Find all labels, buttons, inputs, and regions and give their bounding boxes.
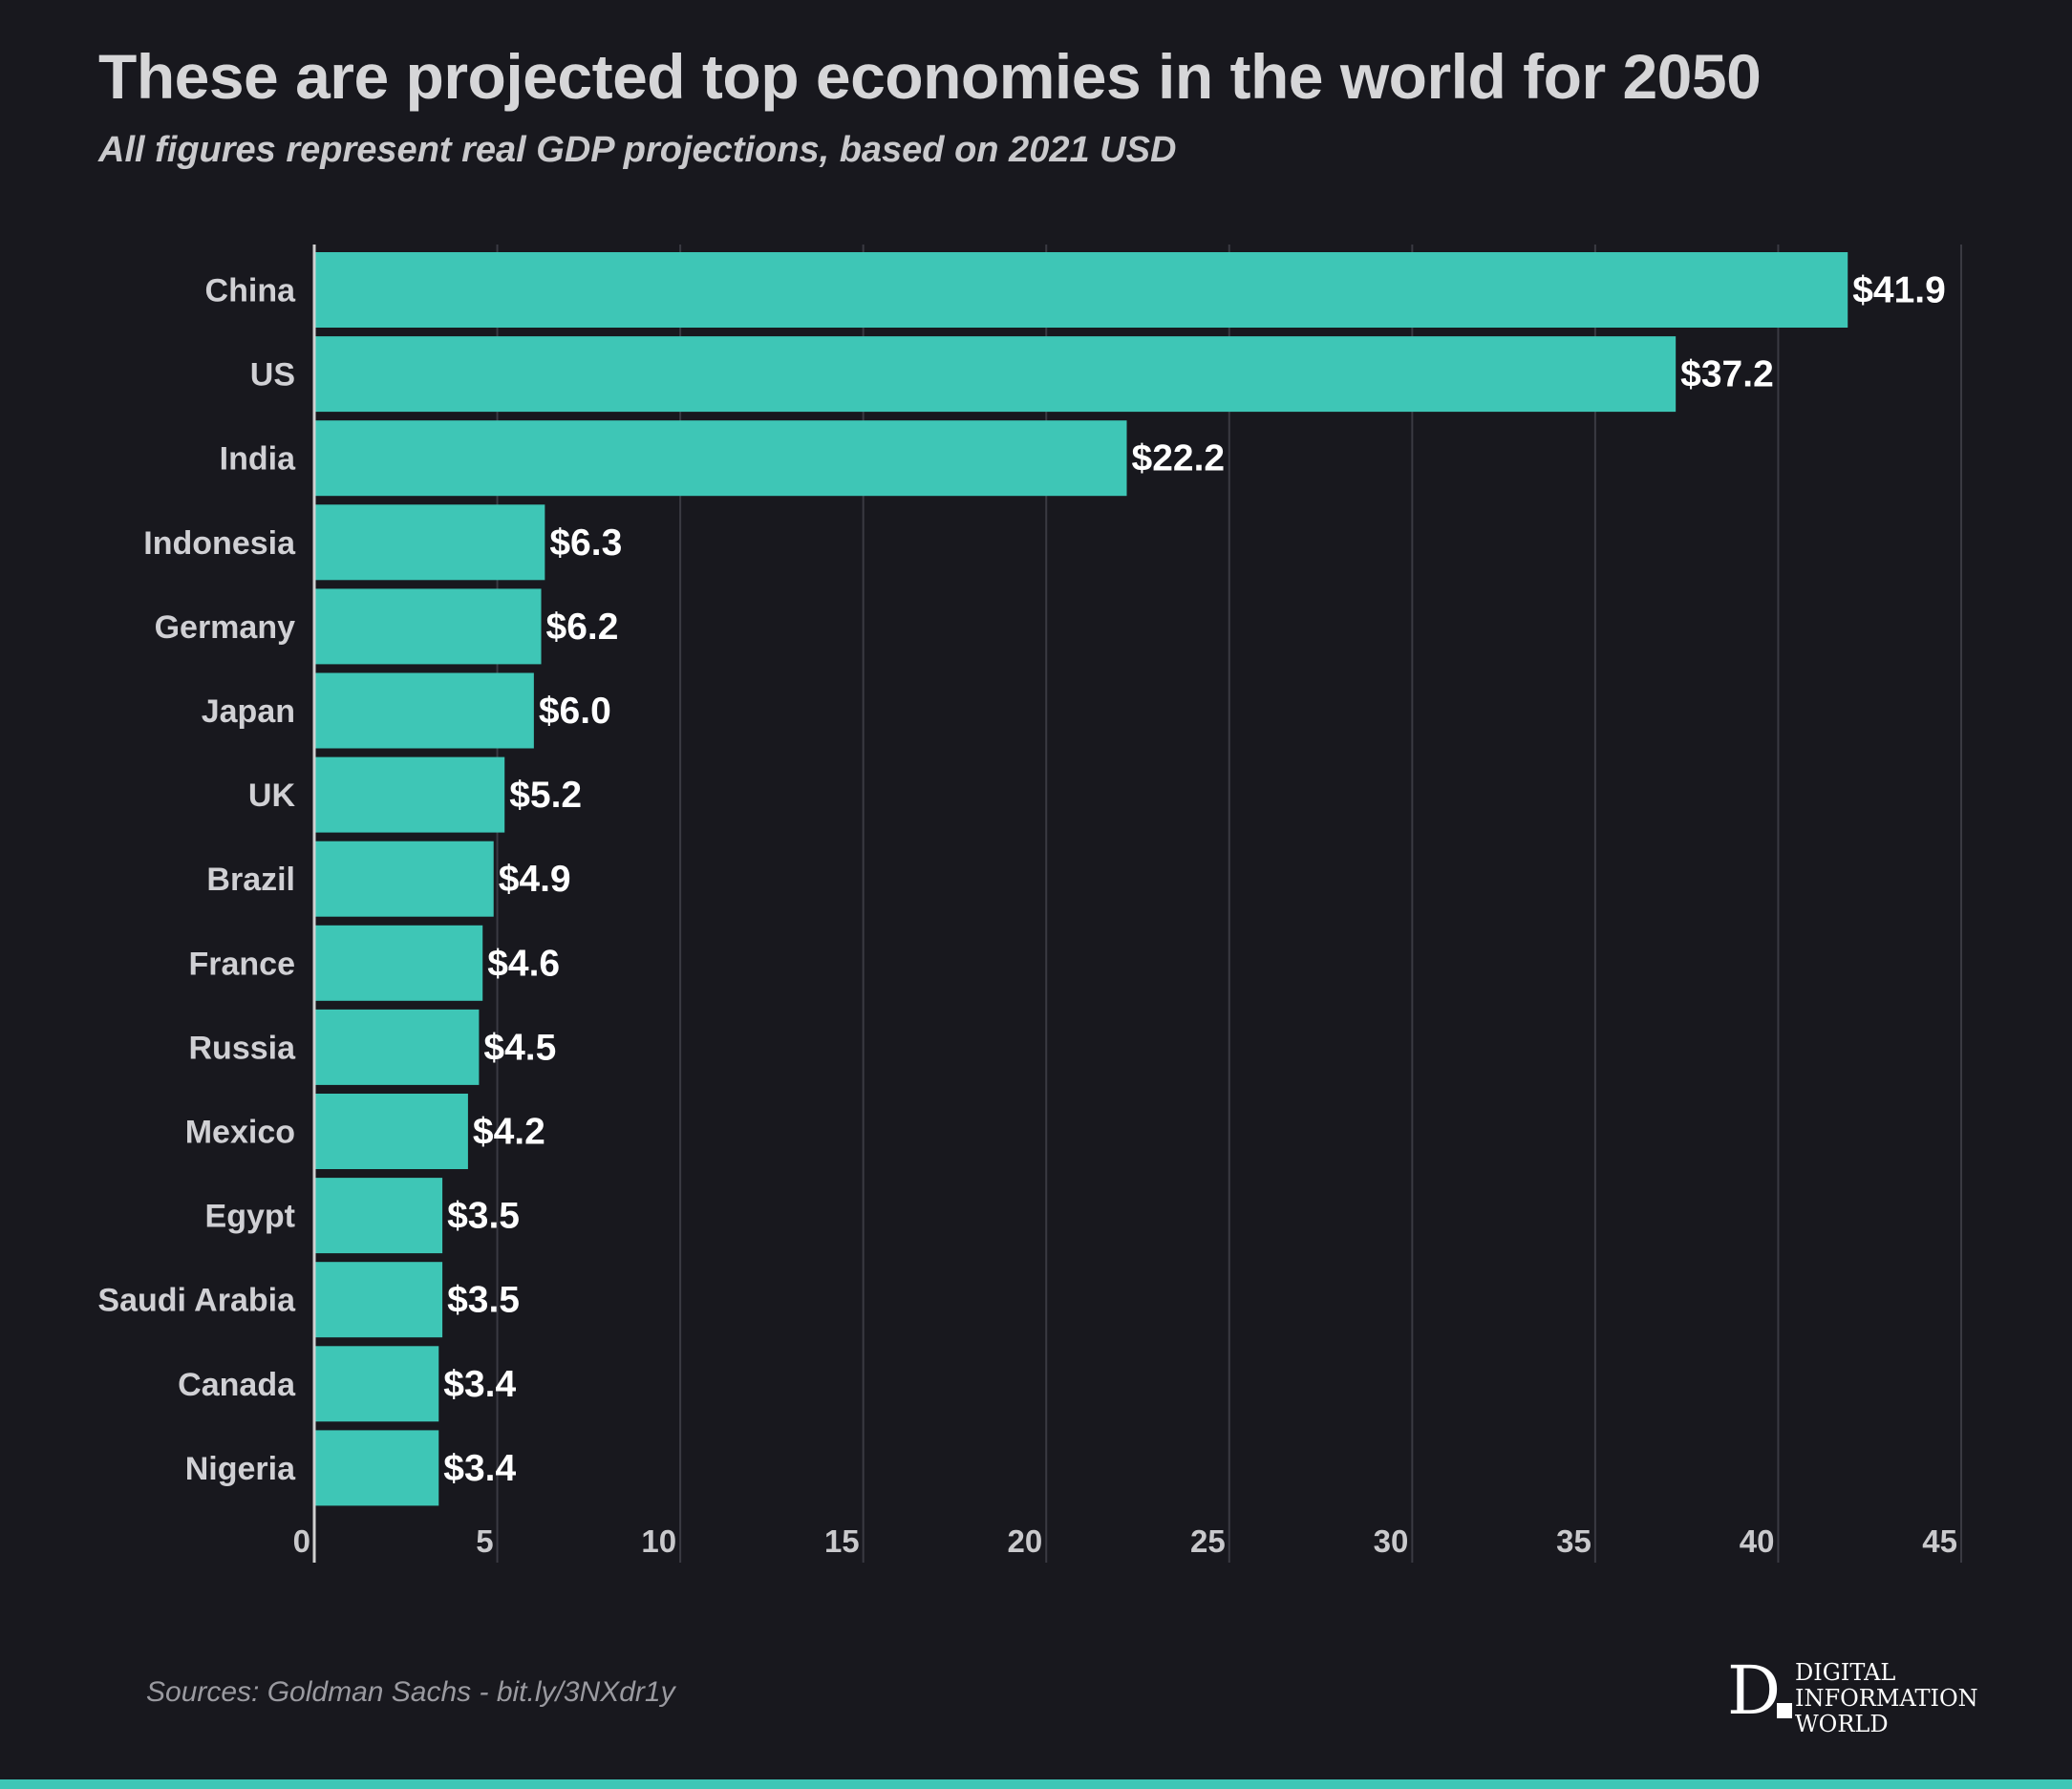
value-label: $41.9 (1852, 270, 1946, 311)
logo-line-1: DIGITAL (1795, 1659, 1896, 1686)
chart-title: These are projected top economies in the… (98, 41, 1762, 112)
x-tick-label: 30 (1374, 1523, 1409, 1559)
bar (314, 336, 1677, 413)
bar (314, 925, 483, 1001)
value-labels: $41.9 $37.2 $22.2 $6.3 $6.2 $6.0 $5.2 $4.9 $4.6 $… (443, 270, 1946, 1489)
x-tick-label: 15 (824, 1523, 860, 1559)
brand-logo: D DIGITAL INFORMATION WORLD (1727, 1657, 1978, 1737)
logo-letter: D (1727, 1651, 1782, 1730)
bar (314, 1346, 439, 1422)
category-label: Nigeria (185, 1451, 296, 1487)
logo-square-icon (1777, 1703, 1792, 1718)
bar-chart: China US India Indonesia Germany Japan UK Brazi… (97, 245, 1962, 1563)
bar (314, 1430, 439, 1506)
bar (314, 1178, 443, 1254)
bar (314, 504, 545, 581)
value-label: $22.2 (1132, 438, 1226, 479)
logo-line-3: WORLD (1795, 1711, 1889, 1737)
value-label: $6.0 (539, 691, 611, 732)
value-label: $3.4 (443, 1364, 516, 1405)
value-label: $6.3 (549, 522, 622, 564)
value-label: $3.5 (447, 1280, 520, 1321)
value-label: $3.5 (447, 1196, 520, 1237)
category-label: Mexico (185, 1115, 295, 1151)
value-label: $37.2 (1680, 354, 1774, 395)
category-label: Canada (178, 1367, 296, 1403)
value-label: $4.9 (499, 859, 571, 900)
category-label: France (189, 946, 296, 982)
category-label: China (205, 273, 297, 309)
value-label: $5.2 (509, 775, 582, 816)
category-label: UK (248, 777, 296, 814)
x-tick-label: 40 (1740, 1523, 1775, 1559)
category-label: Indonesia (143, 525, 296, 562)
x-tick-label: 45 (1922, 1523, 1957, 1559)
value-label: $4.2 (473, 1112, 545, 1153)
x-tick-label: 10 (641, 1523, 676, 1559)
x-tick-label: 5 (476, 1523, 493, 1559)
value-label: $6.2 (546, 607, 619, 648)
category-labels: China US India Indonesia Germany Japan UK Brazi… (97, 273, 296, 1487)
x-tick-label: 0 (293, 1523, 310, 1559)
bar (314, 1262, 443, 1338)
bars (314, 252, 1848, 1506)
bar (314, 756, 505, 833)
bar (314, 1094, 468, 1169)
logo-d-icon: D (1727, 1657, 1794, 1724)
category-label: India (220, 441, 296, 478)
bar (314, 672, 534, 749)
category-label: Japan (202, 693, 295, 730)
bar (314, 841, 494, 917)
category-label: Russia (189, 1030, 297, 1066)
value-label: $3.4 (443, 1448, 516, 1489)
category-label: Germany (155, 609, 295, 646)
category-label: Saudi Arabia (97, 1283, 296, 1319)
category-label: Brazil (206, 862, 295, 898)
x-tick-label: 35 (1556, 1523, 1591, 1559)
x-tick-label: 20 (1008, 1523, 1043, 1559)
bar (314, 588, 542, 665)
value-label: $4.5 (483, 1027, 556, 1068)
value-label: $4.6 (487, 943, 560, 984)
chart-subtitle: All figures represent real GDP projectio… (98, 130, 1177, 170)
bar (314, 1009, 480, 1085)
bar (314, 420, 1127, 497)
x-tick-label: 25 (1190, 1523, 1226, 1559)
logo-wordmark: DIGITAL INFORMATION WORLD (1795, 1660, 1978, 1737)
source-note: Sources: Goldman Sachs - bit.ly/3NXdr1y (146, 1676, 675, 1708)
bottom-accent-band (0, 1779, 2072, 1789)
x-tick-labels: 0 5 10 15 20 25 30 35 40 45 (293, 1523, 1957, 1559)
bar (314, 252, 1848, 328)
category-label: Egypt (205, 1199, 295, 1235)
category-label: US (250, 357, 295, 394)
gridlines (496, 245, 1962, 1563)
logo-line-2: INFORMATION (1795, 1685, 1978, 1712)
